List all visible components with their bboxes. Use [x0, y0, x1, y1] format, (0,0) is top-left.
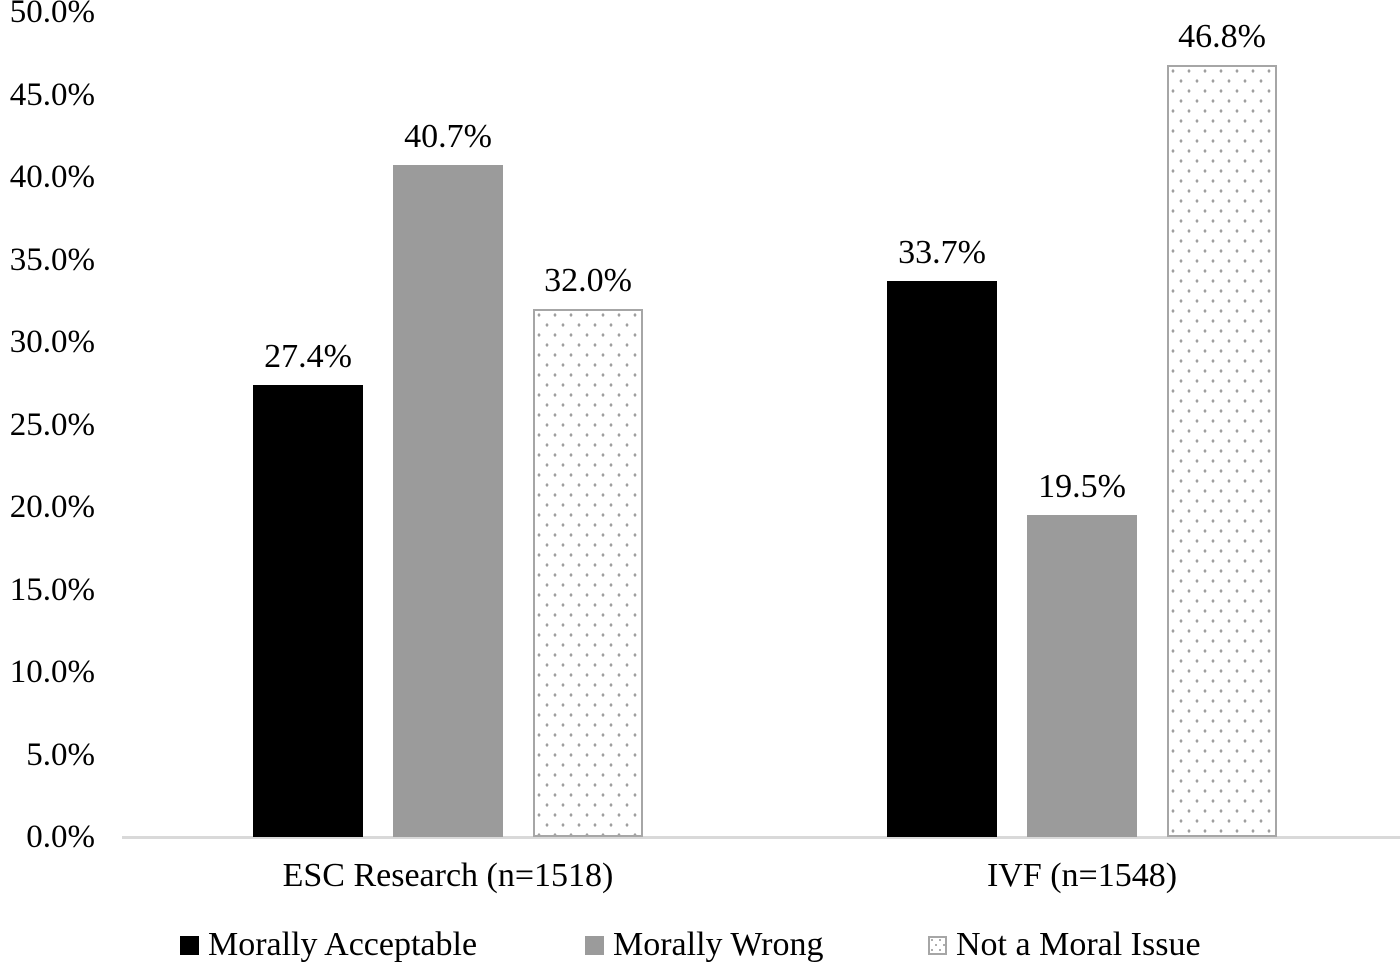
legend-item-morally-acceptable: Morally Acceptable — [180, 922, 477, 968]
value-label-morally-acceptable-1: 27.4% — [264, 337, 352, 375]
bar-cell-not-a-moral-issue: 46.8% — [1167, 18, 1277, 837]
bar-cell-morally-acceptable: 33.7% — [887, 234, 997, 837]
bar-morally-acceptable-esc-research-n-1518 — [253, 384, 363, 837]
y-tick-label-25-0: 25.0% — [9, 406, 95, 443]
bar-morally-wrong-ivf-n-1548 — [1027, 515, 1137, 837]
y-tick-label-20-0: 20.0% — [9, 489, 95, 525]
bar-morally-acceptable-ivf-n-1548 — [887, 280, 997, 837]
bar-cell-morally-wrong: 19.5% — [1027, 468, 1137, 837]
y-tick-label-0-0: 0.0% — [26, 819, 95, 855]
y-tick-label-45-0: 45.0% — [9, 76, 95, 113]
y-tick-label-5-0: 5.0% — [26, 736, 95, 773]
legend-swatch-not-a-moral-issue — [928, 935, 947, 955]
bar-cell-morally-wrong: 40.7% — [393, 118, 503, 837]
x-axis-line — [122, 836, 1400, 839]
category-label-esc-research-n-1518: ESC Research (n=1518) — [282, 857, 614, 894]
y-axis: 0.0% 5.0% 10.0% 15.0% 20.0% 25.0% 30.0% 35.0% 40… — [0, 0, 95, 972]
bar-cell-not-a-moral-issue: 32.0% — [533, 262, 643, 837]
bar-not-a-moral-issue-esc-research-n-1518 — [533, 309, 643, 837]
legend-item-morally-wrong: Morally Wrong — [585, 922, 823, 968]
y-tick-label-40-0: 40.0% — [9, 159, 95, 195]
value-label-not-a-moral-issue-1: 32.0% — [544, 262, 632, 299]
value-label-morally-wrong-1: 40.7% — [404, 118, 492, 156]
y-tick-label-30-0: 30.0% — [9, 324, 95, 360]
value-label-morally-wrong-2: 19.5% — [1038, 468, 1126, 506]
bar-group-esc-research-n-1518: 27.4% 40.7% 32.0% — [253, 118, 643, 837]
legend-swatch-morally-acceptable — [180, 935, 199, 955]
legend-swatch-morally-wrong — [585, 935, 604, 955]
legend-label-morally-wrong: Morally Wrong — [613, 926, 824, 963]
legend-item-not-a-moral-issue: Not a Moral Issue — [928, 922, 1201, 968]
y-tick-label-10-0: 10.0% — [9, 654, 95, 690]
value-label-not-a-moral-issue-2: 46.8% — [1178, 17, 1266, 55]
bar-group-ivf-n-1548: 33.7% 19.5% 46.8% — [887, 18, 1277, 837]
y-tick-label-15-0: 15.0% — [9, 571, 95, 608]
legend-label-morally-acceptable: Morally Acceptable — [208, 926, 478, 963]
y-tick-label-35-0: 35.0% — [9, 241, 95, 278]
value-label-morally-acceptable-2: 33.7% — [898, 233, 986, 271]
legend-label-not-a-moral-issue: Not a Moral Issue — [956, 926, 1201, 963]
bar-cell-morally-acceptable: 27.4% — [253, 338, 363, 837]
y-tick-label-50-0: 50.0% — [9, 0, 95, 30]
bar-not-a-moral-issue-ivf-n-1548 — [1167, 64, 1277, 837]
bar-morally-wrong-esc-research-n-1518 — [393, 165, 503, 837]
category-label-ivf-n-1548: IVF (n=1548) — [986, 857, 1178, 894]
